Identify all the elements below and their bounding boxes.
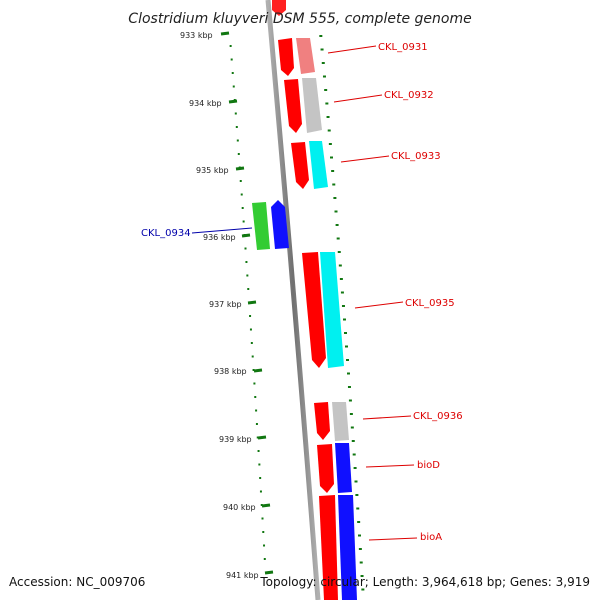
tick-label: 934 kbp: [189, 99, 222, 108]
callout-line: [365, 464, 415, 468]
major-tick: [257, 435, 267, 440]
major-tick: [220, 31, 230, 36]
cds-bioa-blast: [338, 495, 357, 600]
genome-summary-text: Topology: circular; Length: 3,964,618 bp…: [259, 575, 590, 589]
gene-label-ckl-0933[interactable]: CKL_0933: [391, 151, 441, 162]
cds-ckl-0931: [278, 38, 294, 76]
major-tick: [247, 300, 257, 305]
major-tick: [261, 503, 271, 508]
gene-callouts: [191, 45, 418, 541]
cds-ckl-0935-blast: [320, 252, 344, 368]
cds-biod: [317, 444, 334, 493]
major-tick: [264, 570, 274, 575]
callout-line: [362, 415, 412, 420]
gene-label-ckl-0934[interactable]: CKL_0934: [141, 228, 191, 239]
tick-label: 933 kbp: [180, 31, 213, 40]
cds-ckl-0934-blast: [252, 202, 270, 250]
tick-label: 939 kbp: [219, 435, 252, 444]
major-tick: [228, 99, 238, 104]
cds-ckl-0931-blast: [296, 38, 315, 74]
major-tick: [241, 233, 251, 238]
gene-label-ckl-0931[interactable]: CKL_0931: [378, 42, 428, 53]
cds-ckl-0932-blast: [302, 78, 322, 133]
cds-bioa: [319, 495, 338, 600]
major-tick: [235, 166, 245, 171]
feature-partial-top: [272, 0, 286, 16]
map-title: Clostridium kluyveri DSM 555, complete g…: [128, 11, 471, 27]
callout-line: [191, 227, 253, 234]
major-ticks: [220, 31, 274, 575]
cds-ckl-0936-blast: [332, 402, 349, 441]
tick-label: 935 kbp: [196, 166, 229, 175]
gene-label-biod[interactable]: bioD: [417, 460, 440, 471]
callout-line: [368, 537, 418, 541]
gene-labels: CKL_0931 CKL_0932 CKL_0933 CKL_0934 CKL_…: [141, 42, 463, 543]
tick-label: 936 kbp: [203, 233, 236, 242]
cds-biod-blast: [335, 443, 352, 493]
accession-text: Accession: NC_009706: [9, 575, 145, 589]
callout-line: [354, 301, 404, 309]
gene-label-ckl-0936[interactable]: CKL_0936: [413, 411, 463, 422]
feature-track-guide: [319, 35, 365, 591]
tick-label: 940 kbp: [223, 503, 256, 512]
gene-label-ckl-0932[interactable]: CKL_0932: [384, 90, 434, 101]
cds-ckl-0933: [291, 142, 309, 189]
cds-ckl-0932: [284, 79, 302, 133]
genome-backbone: [265, 0, 321, 600]
callout-line: [340, 155, 390, 163]
gene-label-bioa[interactable]: bioA: [420, 532, 442, 543]
tick-labels: 933 kbp 934 kbp 935 kbp 936 kbp 937 kbp …: [180, 31, 259, 580]
cds-ckl-0934: [271, 200, 289, 249]
tick-label: 937 kbp: [209, 300, 242, 309]
major-tick: [253, 368, 263, 373]
tick-track: [229, 45, 266, 560]
callout-line: [333, 94, 383, 103]
callout-line: [327, 45, 377, 54]
cds-ckl-0936: [314, 402, 330, 440]
tick-label: 941 kbp: [226, 571, 259, 580]
tick-label: 938 kbp: [214, 367, 247, 376]
cds-ckl-0935: [302, 252, 326, 368]
cds-ckl-0933-blast: [309, 141, 328, 189]
gene-label-ckl-0935[interactable]: CKL_0935: [405, 298, 455, 309]
